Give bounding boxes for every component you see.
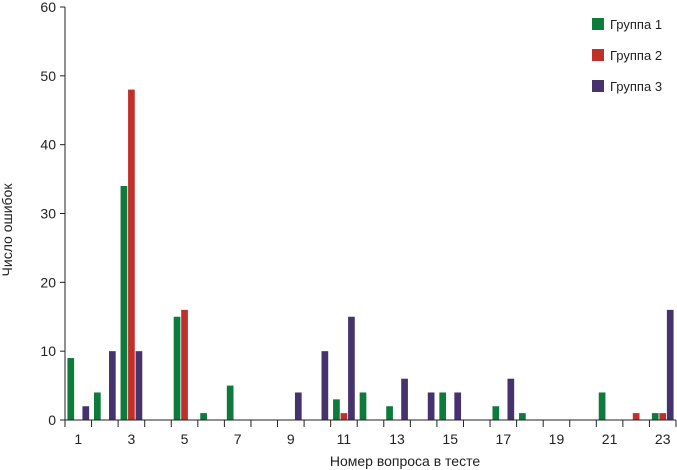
- bar-3-q15: [454, 392, 462, 420]
- legend-label-2: Группа 2: [610, 48, 662, 63]
- bar-3-q10: [321, 351, 329, 420]
- bar-1-q12: [359, 392, 367, 420]
- bar-1-q21: [598, 392, 606, 420]
- legend-swatch-3: [592, 80, 604, 92]
- bar-2-q23: [659, 413, 667, 420]
- x-tick-label: 9: [287, 431, 295, 447]
- x-tick-label: 23: [655, 431, 671, 447]
- y-tick-label: 30: [40, 206, 56, 222]
- y-tick-label: 20: [40, 274, 56, 290]
- bar-1-q23: [651, 413, 659, 420]
- bar-3-q14: [427, 392, 435, 420]
- legend-swatch-1: [592, 18, 604, 30]
- legend-label-3: Группа 3: [610, 79, 662, 94]
- y-tick-label: 40: [40, 137, 56, 153]
- bar-1-q7: [226, 385, 234, 420]
- x-tick-label: 19: [549, 431, 565, 447]
- bar-1-q18: [519, 413, 526, 420]
- bar-1-q15: [439, 392, 447, 420]
- bar-3-q11: [348, 316, 355, 420]
- bar-3-q17: [507, 378, 515, 420]
- x-tick-label: 5: [181, 431, 189, 447]
- x-axis-title: Номер вопроса в тесте: [330, 453, 481, 469]
- bar-1-q2: [94, 392, 101, 420]
- bar-1-q6: [200, 413, 207, 420]
- y-tick-label: 0: [48, 412, 56, 428]
- bar-3-q9: [294, 392, 302, 420]
- x-tick-label: 3: [128, 431, 136, 447]
- x-tick-label: 7: [234, 431, 242, 447]
- x-tick-label: 13: [389, 431, 405, 447]
- x-tick-label: 17: [496, 431, 512, 447]
- y-tick-label: 50: [40, 68, 56, 84]
- y-tick-label: 10: [40, 343, 56, 359]
- y-tick-label: 60: [40, 0, 56, 15]
- bar-2-q11: [340, 413, 348, 420]
- bars-layer: [67, 89, 674, 420]
- bar-2-q3: [128, 89, 135, 420]
- y-axis-title: Число ошибок: [0, 183, 15, 277]
- bar-2-q22: [632, 413, 640, 420]
- bar-1-q11: [333, 399, 340, 420]
- x-tick-label: 1: [74, 431, 82, 447]
- x-tick-label: 15: [442, 431, 458, 447]
- legend: Группа 1 Группа 2 Группа 3: [592, 17, 662, 94]
- bar-3-q1: [82, 406, 90, 420]
- bar-1-q5: [173, 316, 181, 420]
- bar-3-q23: [666, 309, 674, 420]
- x-tick-label: 11: [337, 431, 352, 447]
- bar-2-q5: [181, 309, 188, 420]
- bar-1-q3: [120, 185, 128, 420]
- bar-3-q3: [135, 351, 143, 420]
- legend-swatch-2: [592, 49, 604, 61]
- x-tick-label: 21: [602, 431, 618, 447]
- bar-3-q2: [109, 351, 116, 420]
- bar-1-q1: [67, 358, 75, 420]
- bar-1-q17: [492, 406, 500, 420]
- bar-1-q13: [386, 406, 393, 420]
- bar-3-q13: [401, 378, 408, 420]
- legend-label-1: Группа 1: [610, 17, 662, 32]
